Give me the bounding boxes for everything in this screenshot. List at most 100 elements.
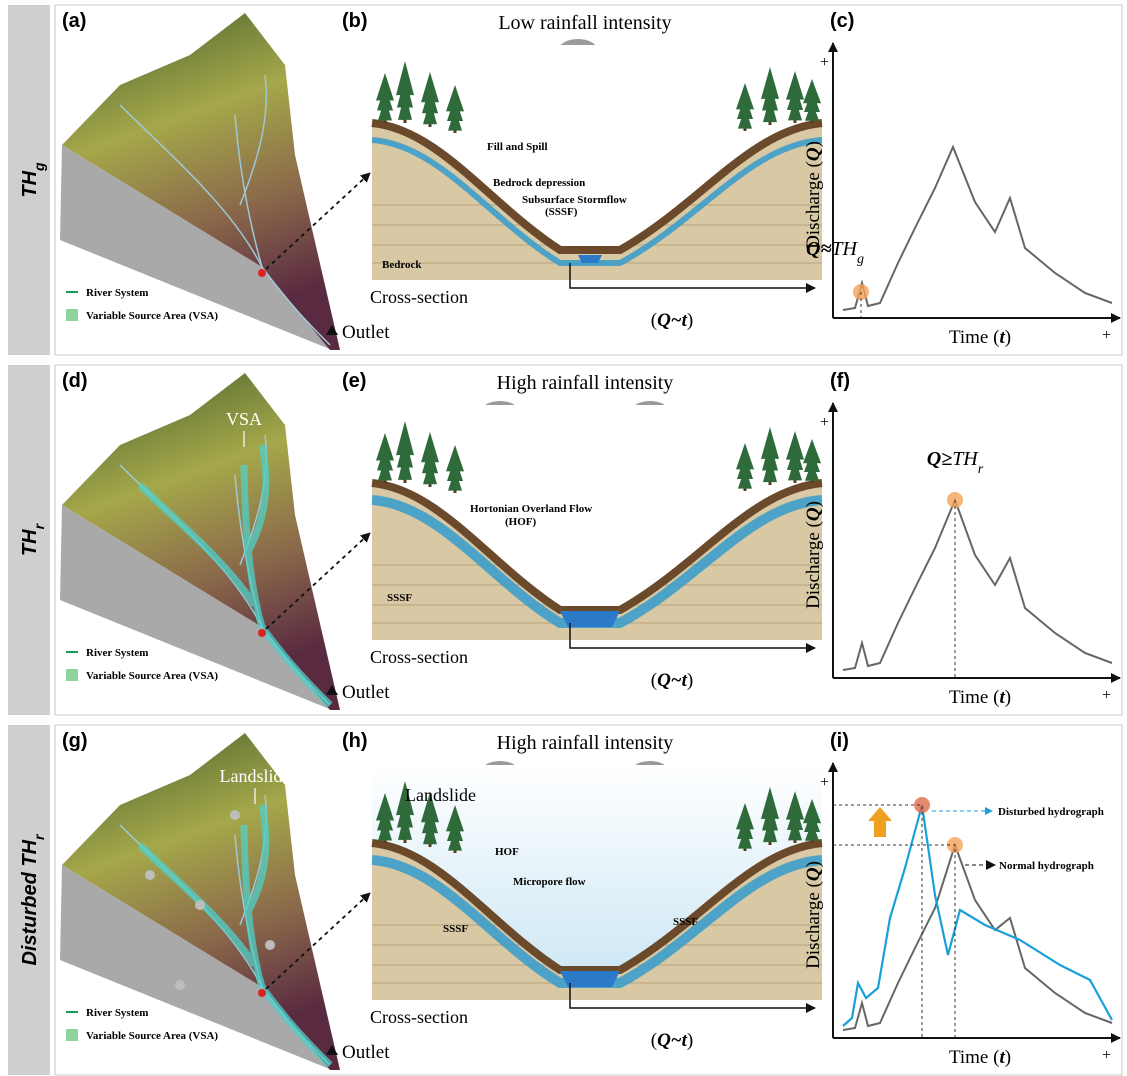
axis-plus: +	[820, 774, 829, 791]
flow-arrow	[569, 623, 816, 653]
y-axis-label-part: )	[803, 501, 824, 507]
tree	[423, 459, 437, 485]
side-label-part: TH	[19, 170, 41, 197]
x-axis-label-part: Time (	[949, 687, 1000, 708]
y-axis-label-part: )	[803, 861, 824, 867]
side-label: THr	[19, 522, 47, 556]
soil	[371, 479, 823, 614]
tree	[805, 101, 819, 121]
tree	[423, 99, 437, 125]
landslide-scar	[195, 900, 205, 910]
axis-plus: +	[1102, 687, 1111, 704]
y-axis-label-part: )	[803, 141, 824, 147]
increase-arrow	[868, 807, 892, 837]
threshold-label-part: TH	[952, 448, 979, 470]
section-annotation: (SSSF)	[545, 206, 578, 218]
side-label-part: r	[31, 833, 47, 840]
flow-label-part: Q~t	[657, 1030, 688, 1051]
tree-trunk	[403, 477, 407, 483]
threshold-label: Q≥THr	[927, 448, 984, 477]
terrain-annotation: VSA	[226, 409, 262, 429]
tree	[788, 97, 802, 121]
side-label-box	[8, 725, 50, 1075]
threshold-label-part: g	[857, 252, 864, 267]
section-annotation: HOF	[495, 846, 519, 858]
y-axis-label: Discharge (Q)	[803, 141, 824, 249]
tree	[805, 461, 819, 481]
side-label-part: g	[31, 162, 47, 172]
axis-plus: +	[820, 54, 829, 71]
outlet-point	[258, 269, 266, 277]
terrain-annotation: Landslide	[220, 766, 291, 786]
landslide-scar	[265, 940, 275, 950]
outlet-point	[258, 989, 266, 997]
terrain-side	[60, 865, 332, 1070]
section-annotation: Hortonian Overland Flow	[470, 503, 592, 515]
tree	[398, 812, 412, 840]
outlet-label: Outlet	[342, 682, 390, 703]
tree	[763, 456, 777, 483]
section-caption: Cross-section	[370, 287, 468, 307]
axis-plus: +	[1102, 327, 1111, 344]
flow-label-part: )	[687, 670, 693, 691]
legend-label: Variable Source Area (VSA)	[86, 1030, 218, 1042]
tree	[763, 96, 777, 123]
flow-arrow	[569, 263, 816, 293]
section-annotation: Subsurface Stormflow	[522, 194, 627, 206]
tree	[788, 817, 802, 841]
flow-arrow	[569, 983, 816, 1013]
flow-label-part: (	[651, 1030, 657, 1051]
tree	[378, 458, 392, 481]
section-annotation: Fill and Spill	[487, 141, 548, 153]
tree	[805, 821, 819, 841]
x-axis-label-part: t	[999, 687, 1005, 708]
section-annotation: Micropore flow	[513, 876, 586, 888]
axis-plus: +	[1102, 1047, 1111, 1064]
outlet-marker	[326, 1045, 338, 1055]
legend-label: River System	[86, 1007, 148, 1019]
tree	[398, 92, 412, 120]
stream	[560, 611, 620, 627]
air	[372, 765, 822, 970]
legend-vsa	[66, 669, 78, 681]
flow-label: (Q~t)	[651, 670, 693, 691]
tree	[423, 819, 437, 845]
panel-label: (i)	[830, 730, 849, 752]
tree	[448, 109, 462, 131]
hydrograph-curve	[842, 144, 1113, 311]
y-axis-label-part: Discharge (	[803, 881, 824, 969]
flow-label-part: Q~t	[657, 310, 688, 331]
side-label-part: TH	[19, 529, 41, 556]
x-axis-label-part: )	[1005, 687, 1011, 708]
terrain-side	[60, 145, 332, 350]
panel-label: (b)	[342, 10, 368, 32]
flow-label: (Q~t)	[651, 1030, 693, 1051]
x-axis-label-part: t	[999, 1047, 1005, 1068]
y-axis-label-part: Discharge (	[803, 521, 824, 609]
disturbed-curve	[842, 804, 1113, 1027]
outlet-marker	[326, 685, 338, 695]
section-annotation: Bedrock depression	[493, 177, 585, 189]
legend-label: River System	[86, 647, 148, 659]
side-label: THg	[19, 162, 47, 198]
side-label-part: TH	[19, 839, 41, 866]
panel-label: (h)	[342, 730, 368, 752]
x-axis-label-part: )	[1005, 1047, 1011, 1068]
tree	[788, 457, 802, 481]
side-label: Disturbed THr	[19, 833, 47, 966]
threshold-label-part: TH	[831, 238, 858, 260]
side-label-part: Disturbed	[19, 867, 41, 966]
stream	[560, 971, 620, 987]
x-axis-label: Time (t)	[949, 1047, 1011, 1068]
tree	[378, 98, 392, 121]
x-axis-label-part: t	[999, 327, 1005, 348]
hydrograph-legend: Normal hydrograph	[999, 860, 1094, 872]
tree	[738, 827, 752, 849]
hydrograph-curve	[842, 497, 1113, 671]
disturbed-peak	[914, 797, 930, 813]
legend-vsa	[66, 309, 78, 321]
hydrograph-legend: Disturbed hydrograph	[998, 806, 1104, 818]
